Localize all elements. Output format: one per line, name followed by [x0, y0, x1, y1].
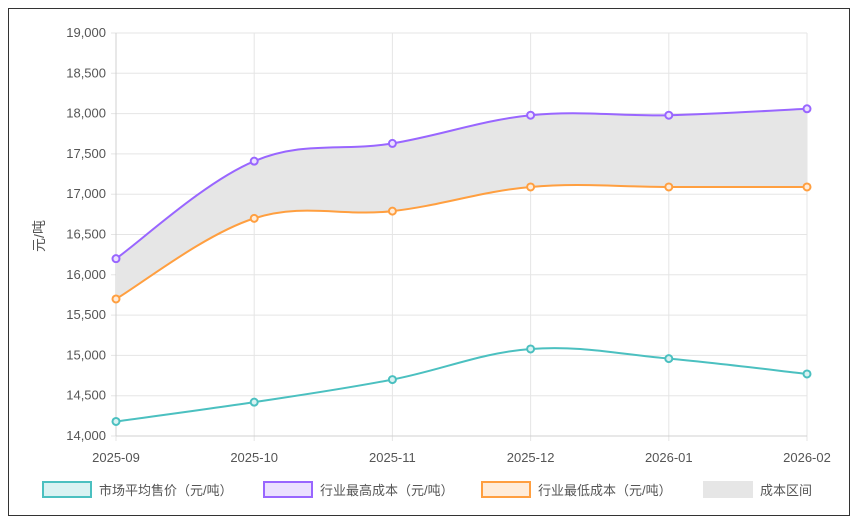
series-line-2	[115, 184, 807, 300]
legend-swatch	[42, 481, 92, 498]
legend-label: 行业最低成本（元/吨）	[538, 483, 672, 498]
data-point	[802, 104, 812, 114]
data-point	[526, 182, 536, 192]
x-tick-label: 2025-09	[92, 450, 140, 465]
data-point	[249, 397, 259, 407]
y-tick-label: 18,000	[66, 106, 106, 121]
series-layer	[111, 104, 812, 426]
y-tick-label: 17,500	[66, 146, 106, 161]
x-tick-label: 2025-11	[369, 450, 416, 465]
y-tick-label: 14,000	[66, 428, 106, 443]
legend-label: 市场平均售价（元/吨）	[99, 483, 233, 498]
data-point	[526, 110, 536, 120]
x-tick-label: 2026-02	[783, 450, 831, 465]
data-point	[664, 110, 674, 120]
x-tick-label: 2025-10	[230, 450, 278, 465]
data-point	[802, 182, 812, 192]
y-tick-label: 17,000	[66, 186, 106, 201]
x-tick-label: 2026-01	[645, 450, 693, 465]
data-point	[387, 375, 397, 385]
data-point	[664, 354, 674, 364]
cost-band-layer	[116, 108, 807, 299]
y-tick-label: 15,000	[66, 347, 106, 362]
y-axis-ticks: 19,000 18,500 18,000 17,500 17,000 16,500 16,0…	[66, 25, 106, 443]
x-axis-ticks: 2025-09 2025-10 2025-11 2025-12 2026-01 2026-…	[92, 450, 831, 465]
data-point	[111, 254, 121, 264]
data-point	[111, 416, 121, 426]
legend-item-cost-band[interactable]: 成本区间	[703, 481, 812, 498]
y-tick-label: 19,000	[66, 25, 106, 40]
data-point	[387, 206, 397, 216]
data-point	[802, 369, 812, 379]
legend-label: 成本区间	[760, 483, 812, 498]
y-tick-label: 16,500	[66, 227, 106, 242]
legend-label: 行业最高成本（元/吨）	[320, 483, 454, 498]
legend-swatch	[481, 481, 531, 498]
y-axis-label: 元/吨	[31, 220, 47, 252]
legend-item-avg-price[interactable]: 市场平均售价（元/吨）	[42, 481, 233, 498]
data-point	[249, 156, 259, 166]
data-point	[664, 182, 674, 192]
legend-item-max-cost[interactable]: 行业最高成本（元/吨）	[263, 481, 454, 498]
cost-band-area	[116, 108, 807, 299]
data-point	[249, 213, 259, 223]
y-tick-label: 18,500	[66, 65, 106, 80]
data-point	[387, 138, 397, 148]
y-tick-label: 15,500	[66, 307, 106, 322]
legend[interactable]: 市场平均售价（元/吨） 行业最高成本（元/吨） 行业最低成本（元/吨） 成本区间	[42, 481, 812, 498]
x-tick-label: 2025-12	[507, 450, 555, 465]
data-point	[111, 294, 121, 304]
series-line-0	[115, 347, 808, 423]
data-point	[526, 344, 536, 354]
legend-swatch	[703, 481, 753, 498]
y-tick-label: 14,500	[66, 388, 106, 403]
legend-item-min-cost[interactable]: 行业最低成本（元/吨）	[481, 481, 672, 498]
y-tick-label: 16,000	[66, 267, 106, 282]
legend-swatch	[263, 481, 313, 498]
grid-lines	[111, 32, 808, 441]
series-line-1	[115, 107, 808, 260]
